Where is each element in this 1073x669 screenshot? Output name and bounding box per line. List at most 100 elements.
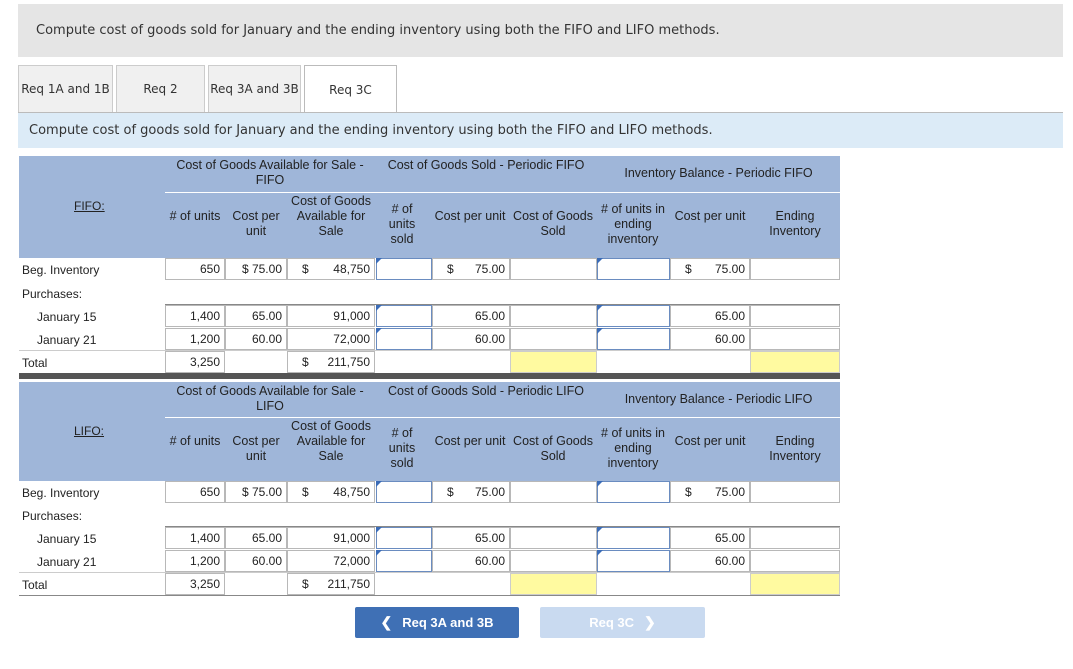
dollar-sign: $: [302, 262, 309, 276]
lifo-jan15-ending-inv: [750, 527, 840, 549]
value: 1,200: [189, 554, 220, 568]
value: 75.00: [474, 262, 505, 276]
fifo-sold-header: [375, 156, 597, 192]
jan21-units: 1,200: [165, 550, 225, 572]
col-units-sold: # of units sold: [388, 202, 416, 246]
table-bottom-border: [19, 595, 840, 596]
tab-req-3c[interactable]: Req 3C: [304, 65, 397, 113]
value: 72,000: [333, 554, 370, 568]
fifo-jan15-bal-cpu: 65.00: [670, 305, 750, 327]
value: $ 75.00: [241, 262, 282, 276]
lifo-jan21-units-sold-input[interactable]: [376, 550, 432, 572]
fifo-jan21-units-ending-input[interactable]: [597, 328, 670, 350]
value: 650: [199, 262, 220, 276]
fifo-bal-title: Inventory Balance - Periodic FIFO: [624, 166, 813, 180]
tab-req-1a-1b[interactable]: Req 1A and 1B: [18, 65, 113, 112]
lifo-jan15-units-ending-input[interactable]: [597, 527, 670, 549]
value: 75.00: [714, 262, 745, 276]
col-cost-per-unit: Cost per unit: [674, 209, 746, 223]
fifo-beg-bal-cpu: $75.00: [670, 258, 750, 280]
beg-cost-per-unit: $ 75.00: [225, 258, 287, 280]
total-cost-avail: $211,750: [287, 351, 375, 373]
fifo-beg-ending-inv: [750, 258, 840, 280]
row-label-jan15: January 15: [37, 532, 97, 546]
lifo-beg-sold-cpu: $75.00: [432, 481, 510, 503]
fifo-jan21-cogs: [510, 328, 597, 350]
beg-units: 650: [165, 258, 225, 280]
value: 65.00: [474, 309, 505, 323]
tab-divider: [18, 112, 1063, 113]
lifo-beg-units-ending-input[interactable]: [597, 481, 670, 503]
fifo-jan21-bal-cpu: 60.00: [670, 328, 750, 350]
fifo-label-block: [19, 156, 165, 258]
col-cost-per-unit: Cost per unit: [232, 434, 280, 463]
beg-cost-avail: $48,750: [287, 481, 375, 503]
tab-label: Req 3A and 3B: [210, 82, 299, 96]
row-label-purchases: Purchases:: [22, 509, 83, 523]
instruction-bar: Compute cost of goods sold for January a…: [18, 113, 1063, 148]
fifo-col-header: [165, 193, 840, 258]
lifo-jan21-bal-cpu: 60.00: [670, 550, 750, 572]
prev-req-button[interactable]: ❮ Req 3A and 3B: [355, 607, 519, 638]
fifo-avail-title: Cost of Goods Available for Sale - FIFO: [176, 158, 364, 187]
fifo-bal-header: [597, 156, 840, 192]
fifo-jan15-units-sold-input[interactable]: [376, 305, 432, 327]
lifo-jan15-sold-cpu: 65.00: [432, 527, 510, 549]
jan15-cost-per-unit: 65.00: [225, 305, 287, 327]
value: 60.00: [474, 554, 505, 568]
total-units: 3,250: [165, 573, 225, 595]
fifo-label: FIFO:: [74, 199, 105, 213]
dollar-sign: $: [302, 355, 309, 369]
fifo-jan15-units-ending-input[interactable]: [597, 305, 670, 327]
row-divider: [165, 526, 840, 527]
tab-req-2[interactable]: Req 2: [116, 65, 205, 112]
row-label-jan21: January 21: [37, 333, 97, 347]
jan15-cost-avail: 91,000: [287, 305, 375, 327]
fifo-jan15-cogs: [510, 305, 597, 327]
value: 650: [199, 485, 220, 499]
lifo-avail-header: [165, 382, 375, 417]
value: 211,750: [327, 355, 371, 369]
value: 91,000: [333, 309, 370, 323]
chevron-right-icon: ❯: [644, 614, 656, 630]
row-divider: [19, 350, 840, 351]
tab-bar: Req 1A and 1B Req 2 Req 3A and 3B Req 3C: [18, 65, 400, 113]
lifo-beg-cogs: [510, 481, 597, 503]
tab-label: Req 1A and 1B: [21, 82, 110, 96]
value: 48,750: [333, 485, 370, 499]
lifo-sold-header: [375, 382, 597, 417]
value: 72,000: [333, 332, 370, 346]
col-units-ending: # of units in ending inventory: [601, 426, 665, 470]
value: 48,750: [333, 262, 370, 276]
question-text: Compute cost of goods sold for January a…: [36, 23, 720, 38]
jan21-cost-per-unit: 60.00: [225, 550, 287, 572]
value: 65.00: [474, 531, 505, 545]
fifo-beg-units-sold-input[interactable]: [376, 258, 432, 280]
value: 65.00: [251, 309, 282, 323]
fifo-jan21-units-sold-input[interactable]: [376, 328, 432, 350]
lifo-label: LIFO:: [74, 424, 105, 438]
dollar-sign: $: [447, 262, 454, 276]
beg-units: 650: [165, 481, 225, 503]
tab-label: Req 3C: [329, 82, 372, 97]
lifo-jan15-cogs: [510, 527, 597, 549]
lifo-jan21-units-ending-input[interactable]: [597, 550, 670, 572]
chevron-left-icon: ❮: [380, 614, 393, 630]
fifo-beg-units-ending-input[interactable]: [597, 258, 670, 280]
lifo-jan15-units-sold-input[interactable]: [376, 527, 432, 549]
lifo-total-ending-inv: [750, 573, 840, 595]
next-req-button[interactable]: Req 3C ❯: [540, 607, 705, 638]
lifo-jan15-bal-cpu: 65.00: [670, 527, 750, 549]
jan21-cost-avail: 72,000: [287, 550, 375, 572]
lifo-beg-units-sold-input[interactable]: [376, 481, 432, 503]
fifo-beg-sold-cpu: $75.00: [432, 258, 510, 280]
col-cost-per-unit: Cost per unit: [232, 209, 280, 238]
tab-req-3a-3b[interactable]: Req 3A and 3B: [208, 65, 301, 112]
value: 91,000: [333, 531, 370, 545]
fifo-total-cogs: [510, 351, 597, 373]
col-cost-per-unit: Cost per unit: [674, 434, 746, 448]
row-label-total: Total: [22, 578, 48, 592]
instruction-text: Compute cost of goods sold for January a…: [29, 123, 713, 138]
question-banner: Compute cost of goods sold for January a…: [18, 4, 1063, 57]
dollar-sign: $: [302, 577, 309, 591]
